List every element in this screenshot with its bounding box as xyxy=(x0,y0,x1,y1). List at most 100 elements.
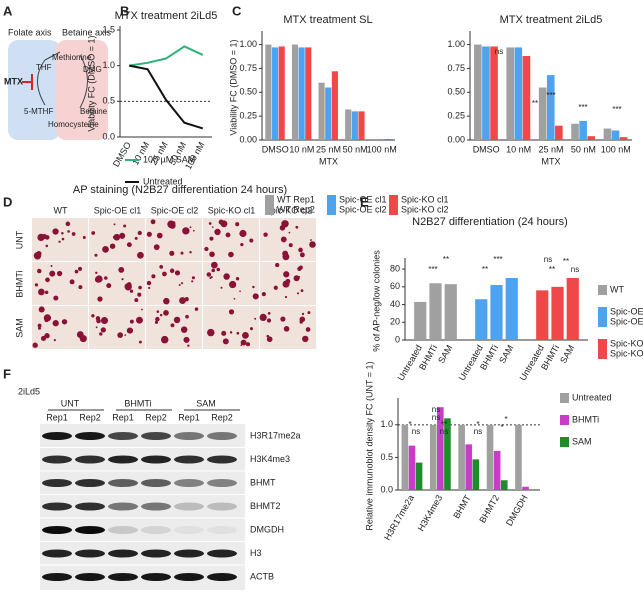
colony xyxy=(91,314,95,318)
column-label: Spic-OE cl1 xyxy=(94,205,142,215)
bar xyxy=(475,299,488,340)
colony xyxy=(99,332,103,336)
colony xyxy=(138,285,142,290)
band xyxy=(174,573,204,581)
colony xyxy=(137,230,142,236)
bar xyxy=(506,47,515,141)
lane-label: Rep2 xyxy=(211,412,233,422)
colony xyxy=(42,234,47,239)
significance: ** xyxy=(549,265,555,274)
y-tick-label: 0.0 xyxy=(380,484,393,494)
y-tick-label: 20 xyxy=(390,317,400,327)
colony xyxy=(284,295,288,299)
colony xyxy=(58,240,61,243)
colony xyxy=(169,268,175,274)
colony xyxy=(82,235,86,239)
bar xyxy=(358,111,365,140)
legend-label: WT Rep1 xyxy=(277,194,315,204)
colony xyxy=(50,265,53,267)
colony xyxy=(61,237,65,241)
colony xyxy=(194,307,199,311)
folate-axis: Folate axis xyxy=(8,27,52,37)
y-tick-label: 1.00 xyxy=(239,39,257,49)
bar xyxy=(271,47,279,141)
legend-swatch xyxy=(560,415,569,425)
y-axis-label: Viability FC (DMSO = 1) xyxy=(228,39,238,135)
bar xyxy=(538,87,547,140)
significance: * xyxy=(504,415,507,424)
significance: ns xyxy=(432,413,440,422)
band xyxy=(174,526,204,534)
legend-swatch xyxy=(560,437,569,447)
colony xyxy=(220,286,223,289)
colony xyxy=(222,338,229,345)
colony xyxy=(174,270,181,276)
colony xyxy=(249,327,254,331)
colony xyxy=(185,314,189,319)
colony xyxy=(191,280,194,283)
significance: ** xyxy=(563,257,569,266)
colony xyxy=(180,326,188,333)
bar xyxy=(472,459,480,490)
band xyxy=(174,432,204,440)
x-tick-label: 100 nM xyxy=(601,144,631,154)
colony xyxy=(212,226,214,228)
colony xyxy=(67,230,70,233)
colony xyxy=(52,228,59,235)
panel-label: A xyxy=(3,3,13,18)
colony xyxy=(310,239,312,241)
colony xyxy=(124,334,127,336)
colony xyxy=(283,271,290,278)
bar xyxy=(331,71,338,140)
colony xyxy=(236,331,240,335)
significance: ns xyxy=(412,427,420,436)
legend-swatch xyxy=(598,285,607,295)
colony xyxy=(100,327,106,333)
colony xyxy=(298,275,301,278)
column-label: Spic-OE cl2 xyxy=(151,205,199,215)
colony xyxy=(76,331,84,338)
colony xyxy=(228,310,232,313)
colony xyxy=(151,274,156,279)
bar xyxy=(536,290,549,340)
colony xyxy=(112,235,117,239)
legend-label: Spic-KO cl1 xyxy=(610,338,643,348)
betaine-box xyxy=(56,40,108,140)
colony xyxy=(240,339,247,346)
colony xyxy=(36,268,42,274)
colony xyxy=(45,278,48,281)
band xyxy=(174,549,204,558)
band xyxy=(42,479,72,487)
colony xyxy=(295,225,299,229)
colony xyxy=(138,340,142,344)
colony xyxy=(221,330,227,336)
colony xyxy=(206,272,212,277)
colony xyxy=(235,277,240,281)
band-label: BHMT xyxy=(250,477,276,487)
y-tick-label: 40 xyxy=(390,299,400,309)
legend-label: WT Rep2 xyxy=(277,204,315,214)
cycle-arrows xyxy=(37,51,88,109)
colony xyxy=(169,250,175,256)
series-line xyxy=(129,64,204,130)
band xyxy=(207,455,237,464)
band xyxy=(75,573,105,581)
colony xyxy=(293,275,300,282)
colony xyxy=(129,289,134,293)
bar xyxy=(378,139,385,140)
colony xyxy=(129,319,134,324)
legend-label: 100 µM SAM xyxy=(143,154,195,164)
bar xyxy=(587,136,596,140)
condition: 2iLd5 xyxy=(18,386,40,396)
colony xyxy=(299,252,305,258)
node: 5-MTHF xyxy=(24,107,53,116)
colony xyxy=(159,313,163,317)
band xyxy=(42,573,72,581)
significance: ns xyxy=(571,265,579,274)
x-tick-label: BHMT xyxy=(451,493,473,521)
colony xyxy=(38,326,42,330)
band xyxy=(141,526,171,534)
colony xyxy=(156,310,160,313)
colony xyxy=(225,232,231,238)
